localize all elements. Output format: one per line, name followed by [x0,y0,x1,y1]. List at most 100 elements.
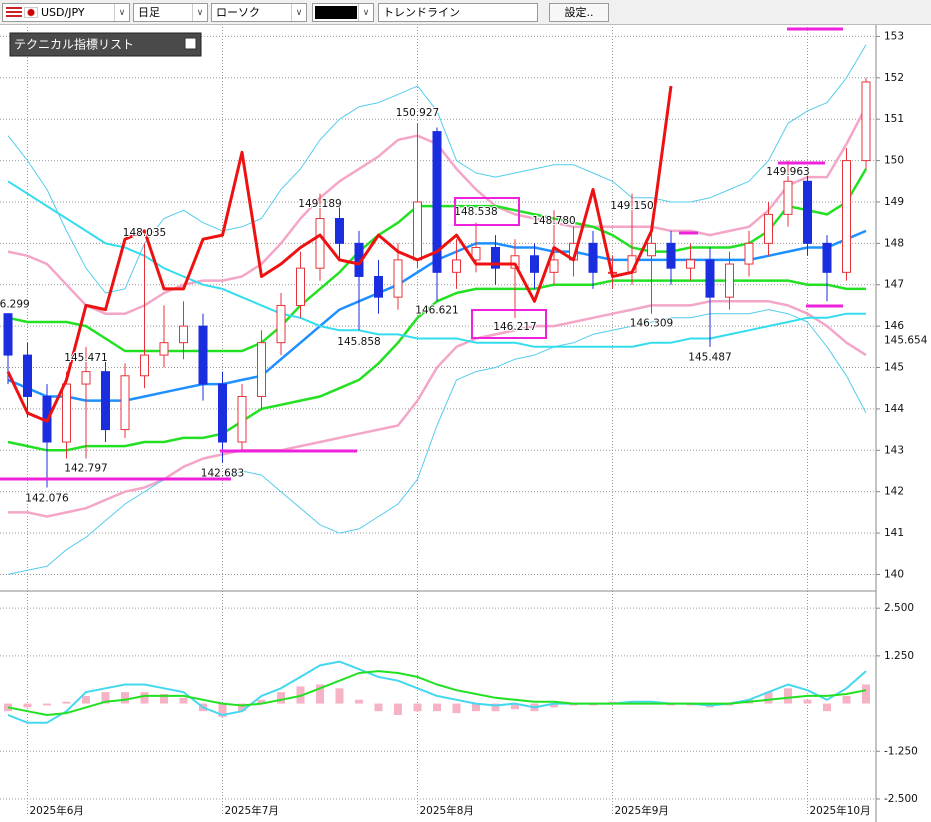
histogram-bar [101,692,110,704]
candle-body [393,259,403,298]
y-tick-label: 153 [884,30,904,42]
price-annotation: 146.621 [415,304,458,316]
candle-body [23,354,32,397]
candle-body [101,371,110,431]
histogram-bar [218,703,227,717]
candle-body [159,342,169,356]
candle-body [705,259,715,298]
candle-body [491,246,500,269]
price-annotation: 146.309 [630,317,673,329]
settings: 設定.. [564,6,594,19]
histogram-bar [335,688,344,704]
price-annotation: 146.299 [0,299,30,311]
y-tick-label: 151 [884,113,904,125]
y-tick-label: -1.250 [884,745,918,757]
price-annotation: 142.797 [64,463,107,475]
histogram-bar [842,695,851,704]
histogram-bar [23,703,32,708]
candle-body [257,342,266,397]
dropdown-arrow: ∨ [358,4,373,21]
histogram-bar [160,694,168,704]
histogram-bar [413,703,422,712]
candle-body [413,201,422,261]
candle-body [764,213,773,244]
panel-title: テクニカル指標リスト [14,37,134,52]
price-annotation: 145.487 [688,351,731,363]
indicator-line [7,180,866,348]
y-tick-label: 2.500 [884,602,914,614]
panel-button[interactable] [184,37,197,50]
box-drawing [454,197,520,226]
candle-body [588,242,598,273]
histogram-bar [4,703,12,712]
price-annotation: 148.035 [123,227,166,239]
histogram-bar [803,699,812,704]
histogram-bar [472,703,480,712]
histogram-bar [121,692,129,704]
indicator-panel[interactable]: テクニカル指標リスト [9,32,202,57]
period-select[interactable]: 日足 ∨ [133,3,208,22]
dropdown-arrow: ∨ [192,4,207,21]
price-annotation: 145.471 [64,352,107,364]
candle-body [803,180,812,244]
y-tick-label: 146 [884,320,904,332]
price-annotation: 149.963 [766,166,809,178]
style-select[interactable]: ローソク ∨ [211,3,307,22]
indicator-line [7,279,866,452]
x-tick-label: 2025年8月 [420,804,474,817]
histogram-bar [179,697,188,704]
histogram-bar [394,703,402,716]
toolbar: USD/JPY ∨ 日足 ∨ ローソク ∨ ∨ トレンドライン 設定.. [0,0,931,25]
candle-body [179,325,188,344]
candle-body [432,131,442,273]
histogram-bar [862,684,870,704]
price-annotation: 150.927 [396,107,439,119]
candle-body [510,255,520,269]
price-annotation: 146.217 [493,321,536,333]
candle-body [530,255,539,273]
price-annotation: 145.858 [337,336,380,348]
indicator-line [7,44,867,294]
dropdown-arrow: ∨ [291,4,306,21]
candle-body [237,395,247,443]
candle-body [62,383,71,443]
histogram-bar [62,701,71,704]
price-annotation: 149.189 [298,198,341,210]
candle-body [452,259,461,273]
histogram-bar [374,703,383,712]
color-select[interactable]: ∨ [312,3,374,22]
histogram-bar [82,695,90,704]
histogram-bar [43,703,51,706]
candle-body [861,81,871,162]
price-annotation: 148.780 [532,215,575,227]
panel-box [9,32,202,57]
tool: トレンドライン [383,6,460,19]
x-tick-label: 2025年7月 [225,804,279,817]
candle-body [783,180,793,215]
indicator-line [6,85,673,423]
candle-body [335,218,344,244]
indicator-line [7,309,867,575]
candle-body [549,259,559,273]
y-tick-label: 142 [884,486,904,498]
box-drawing [471,309,547,339]
candle-body [296,267,305,306]
price-marker: 145.654 [884,334,928,346]
y-tick-label: -2.500 [884,793,918,805]
price-annotation: 149.150 [610,200,653,212]
histogram-bar [452,703,461,714]
candle-body [666,242,676,269]
symbol-select[interactable]: USD/JPY ∨ [2,3,130,22]
settings-button[interactable]: 設定.. [549,3,609,22]
color-swatch [315,6,357,19]
y-tick-label: 148 [884,237,904,249]
candle-body [315,218,325,269]
tool-field[interactable]: トレンドライン [378,3,538,22]
histogram-bar [433,703,441,712]
histogram-bar [764,692,773,704]
candle-body [822,242,832,273]
y-tick-label: 145 [884,362,904,374]
y-tick-label: 143 [884,444,904,456]
candle-body [647,242,656,257]
